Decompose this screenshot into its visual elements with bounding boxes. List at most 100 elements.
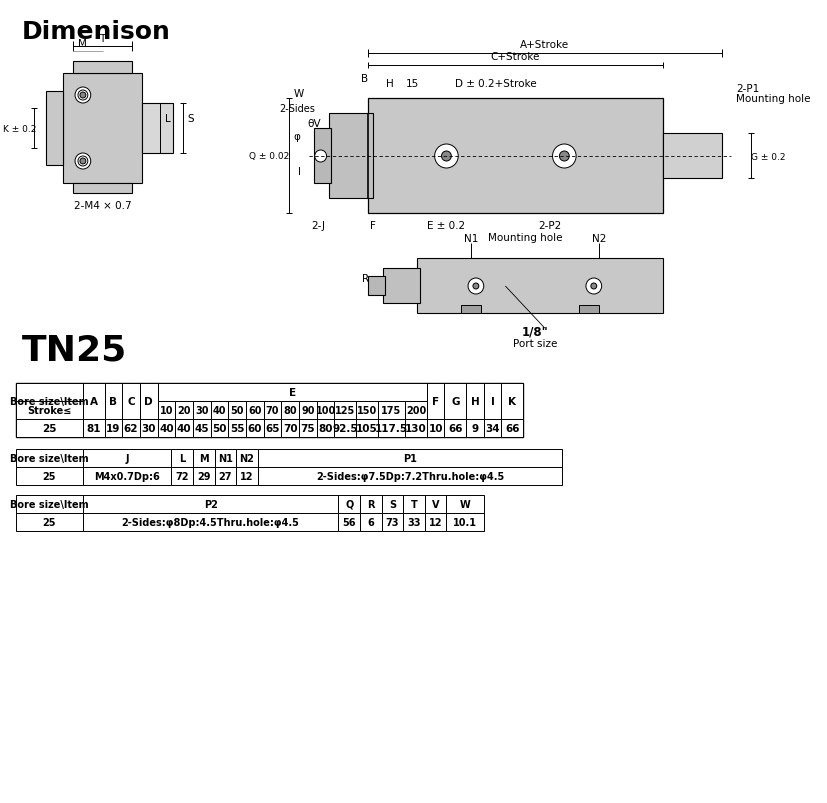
Text: K ± 0.2: K ± 0.2 (3, 124, 36, 133)
FancyBboxPatch shape (381, 513, 403, 532)
Text: 70: 70 (283, 423, 297, 434)
Text: 45: 45 (194, 423, 209, 434)
Circle shape (80, 159, 86, 165)
Text: 175: 175 (380, 406, 401, 415)
Text: N2: N2 (239, 454, 254, 463)
Text: 12: 12 (428, 517, 442, 528)
FancyBboxPatch shape (377, 419, 404, 438)
FancyBboxPatch shape (73, 184, 131, 194)
Text: 60: 60 (247, 423, 262, 434)
Text: 50: 50 (230, 406, 244, 415)
Text: 30: 30 (141, 423, 155, 434)
Circle shape (559, 152, 568, 161)
Text: M: M (198, 454, 208, 463)
Text: 66: 66 (504, 423, 519, 434)
FancyBboxPatch shape (334, 419, 356, 438)
Text: TN25: TN25 (22, 333, 127, 368)
Text: 73: 73 (385, 517, 399, 528)
Text: P2: P2 (203, 499, 218, 509)
FancyBboxPatch shape (83, 384, 104, 419)
Circle shape (314, 151, 326, 163)
Text: 2-P2: 2-P2 (538, 221, 561, 230)
Text: 12: 12 (240, 471, 253, 482)
Text: 27: 27 (218, 471, 232, 482)
Text: N2: N2 (590, 234, 605, 243)
FancyBboxPatch shape (299, 419, 317, 438)
Text: H: H (385, 79, 393, 89)
FancyBboxPatch shape (356, 419, 377, 438)
FancyBboxPatch shape (140, 419, 157, 438)
FancyBboxPatch shape (263, 419, 281, 438)
FancyBboxPatch shape (157, 384, 426, 402)
FancyBboxPatch shape (501, 419, 523, 438)
Text: E ± 0.2: E ± 0.2 (427, 221, 465, 230)
Text: 9: 9 (471, 423, 478, 434)
Text: 10: 10 (428, 423, 442, 434)
FancyBboxPatch shape (381, 495, 403, 513)
FancyBboxPatch shape (377, 402, 404, 419)
FancyBboxPatch shape (83, 450, 171, 467)
FancyBboxPatch shape (214, 467, 236, 485)
Text: 25: 25 (42, 423, 57, 434)
Text: 60: 60 (248, 406, 261, 415)
Text: A: A (89, 397, 98, 406)
Text: L: L (179, 454, 185, 463)
Text: 2-M4 × 0.7: 2-M4 × 0.7 (74, 201, 131, 210)
FancyBboxPatch shape (236, 450, 257, 467)
Text: Dimenison: Dimenison (22, 20, 170, 44)
Text: 25: 25 (43, 517, 56, 528)
FancyBboxPatch shape (501, 384, 523, 419)
Text: P1: P1 (403, 454, 417, 463)
Text: Mounting hole: Mounting hole (487, 233, 562, 243)
Text: 2-Sides:φ7.5Dp:7.2Thru.hole:φ4.5: 2-Sides:φ7.5Dp:7.2Thru.hole:φ4.5 (316, 471, 504, 482)
FancyBboxPatch shape (122, 419, 140, 438)
Text: L: L (165, 114, 170, 124)
Text: Bore size\Item: Bore size\Item (10, 499, 88, 509)
FancyBboxPatch shape (141, 104, 173, 154)
Text: 10: 10 (160, 406, 173, 415)
Circle shape (586, 279, 601, 295)
Text: 25: 25 (43, 471, 56, 482)
Text: 105: 105 (356, 423, 377, 434)
Text: F: F (370, 221, 375, 230)
Text: K: K (508, 397, 515, 406)
Text: S: S (188, 114, 194, 124)
Text: 92.5: 92.5 (332, 423, 357, 434)
FancyBboxPatch shape (83, 419, 104, 438)
FancyBboxPatch shape (193, 450, 214, 467)
FancyBboxPatch shape (16, 450, 83, 467)
Circle shape (467, 279, 483, 295)
Circle shape (552, 145, 576, 169)
Text: 66: 66 (447, 423, 462, 434)
FancyBboxPatch shape (334, 402, 356, 419)
FancyBboxPatch shape (417, 259, 662, 314)
FancyBboxPatch shape (16, 384, 523, 438)
FancyBboxPatch shape (404, 419, 426, 438)
Text: 72: 72 (175, 471, 189, 482)
Text: I: I (490, 397, 494, 406)
FancyBboxPatch shape (662, 134, 720, 179)
FancyBboxPatch shape (246, 402, 263, 419)
Text: A+Stroke: A+Stroke (519, 40, 568, 50)
Text: H: H (470, 397, 479, 406)
FancyBboxPatch shape (360, 513, 381, 532)
FancyBboxPatch shape (446, 513, 483, 532)
FancyBboxPatch shape (403, 495, 424, 513)
FancyBboxPatch shape (16, 467, 83, 485)
FancyBboxPatch shape (444, 419, 466, 438)
FancyBboxPatch shape (104, 384, 122, 419)
FancyBboxPatch shape (228, 419, 246, 438)
Text: 6: 6 (367, 517, 374, 528)
FancyBboxPatch shape (367, 99, 662, 214)
FancyBboxPatch shape (578, 306, 598, 314)
FancyBboxPatch shape (122, 384, 140, 419)
FancyBboxPatch shape (246, 419, 263, 438)
Text: G: G (451, 397, 459, 406)
Text: 40: 40 (177, 423, 191, 434)
FancyBboxPatch shape (446, 495, 483, 513)
FancyBboxPatch shape (338, 495, 360, 513)
Text: 130: 130 (404, 423, 427, 434)
Circle shape (80, 93, 86, 99)
FancyBboxPatch shape (403, 513, 424, 532)
Text: Port size: Port size (512, 339, 557, 349)
